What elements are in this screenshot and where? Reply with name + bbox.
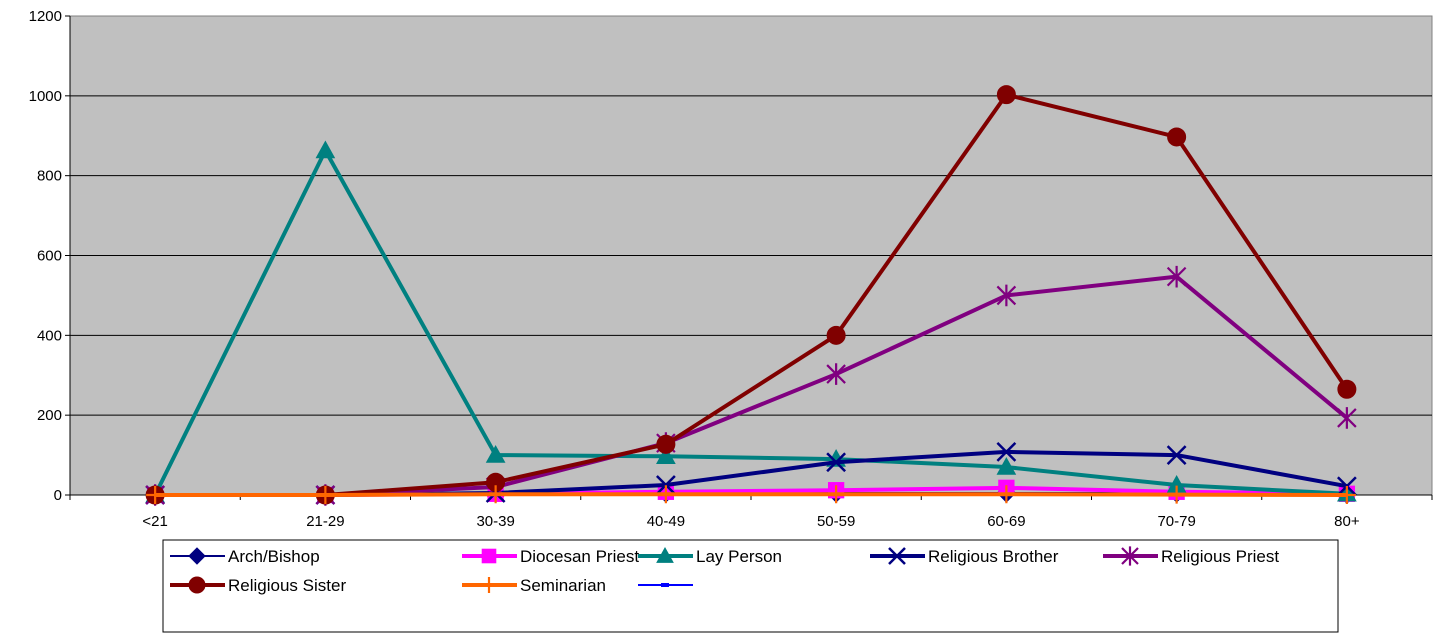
- data-point: [1337, 486, 1356, 504]
- data-point: [997, 485, 1016, 504]
- legend-item-4: Religious Priest: [1103, 546, 1279, 566]
- data-point: [996, 284, 1017, 307]
- legend-label: Lay Person: [696, 547, 782, 566]
- data-point: [656, 434, 676, 454]
- series-group: [145, 85, 1357, 506]
- legend-item-5: Religious Sister: [170, 576, 346, 595]
- gridlines: [70, 95, 1432, 416]
- data-point: [826, 452, 847, 473]
- x-tick-label: 70-79: [1157, 513, 1195, 530]
- x-tick-label: <21: [142, 513, 167, 530]
- legend-swatch-marker: [661, 583, 669, 587]
- x-axis-ticks: <21 21-29 30-39 40-49 50-59 60-69 70-79 80+: [69, 495, 1433, 530]
- legend-item-6: Seminarian: [462, 576, 606, 595]
- data-point: [996, 85, 1016, 105]
- y-tick-label: 1000: [29, 88, 62, 105]
- data-point: [316, 486, 335, 504]
- data-point: [656, 485, 675, 504]
- data-point: [315, 140, 336, 159]
- legend: Arch/Bishop Diocesan Priest Lay Person Reli…: [162, 539, 1339, 633]
- data-point: [1166, 445, 1187, 465]
- legend-item-0: Arch/Bishop: [170, 547, 320, 566]
- legend-swatch-marker: [656, 546, 674, 563]
- data-point: [1337, 379, 1357, 399]
- legend-swatch-marker: [888, 547, 906, 565]
- legend-swatch-marker: [1121, 546, 1139, 566]
- data-point: [1337, 407, 1357, 429]
- legend-swatch-marker: [481, 548, 497, 564]
- data-point: [996, 442, 1017, 462]
- x-tick-label: 40-49: [647, 513, 685, 530]
- y-tick-label: 800: [37, 168, 62, 185]
- legend-item-2: Lay Person: [638, 546, 782, 566]
- y-tick-label: 600: [37, 248, 62, 265]
- data-point: [826, 325, 846, 345]
- legend-item-3: Religious Brother: [870, 547, 1059, 566]
- data-point: [996, 457, 1017, 475]
- legend-label: Religious Brother: [928, 547, 1059, 566]
- legend-label: Diocesan Priest: [520, 547, 639, 566]
- data-point: [486, 485, 505, 504]
- x-tick-label: 50-59: [817, 513, 855, 530]
- data-point: [656, 446, 676, 464]
- data-point: [826, 363, 846, 385]
- x-tick-label: 21-29: [306, 513, 344, 530]
- data-point: [1167, 127, 1187, 147]
- legend-swatch-marker: [188, 576, 206, 594]
- y-tick-label: 200: [37, 407, 62, 424]
- legend-item-1: Diocesan Priest: [462, 547, 639, 566]
- y-axis-ticks: 0 200 400 600 800 1000 1200: [29, 8, 70, 504]
- legend-label: Religious Priest: [1161, 547, 1279, 566]
- y-tick-label: 0: [54, 487, 62, 504]
- legend-label: Seminarian: [520, 576, 606, 595]
- series-line: [155, 492, 1347, 497]
- legend-item-7: [638, 583, 693, 587]
- legend-label: Arch/Bishop: [228, 547, 320, 566]
- data-point: [655, 475, 676, 495]
- legend-swatch-marker: [188, 547, 206, 565]
- series-line: [153, 148, 1347, 496]
- y-tick-label: 400: [37, 327, 62, 344]
- data-point: [146, 486, 165, 504]
- legend-swatch-marker: [481, 577, 497, 593]
- data-point: [827, 485, 846, 504]
- x-tick-label: 60-69: [987, 513, 1025, 530]
- data-point: [485, 445, 506, 463]
- x-tick-label: 30-39: [476, 513, 514, 530]
- data-point: [1166, 265, 1187, 288]
- legend-label: Religious Sister: [228, 576, 346, 595]
- data-point: [1167, 485, 1186, 504]
- y-tick-label: 1200: [29, 8, 62, 25]
- series-6: [146, 485, 1356, 504]
- x-tick-label: 80+: [1334, 513, 1360, 530]
